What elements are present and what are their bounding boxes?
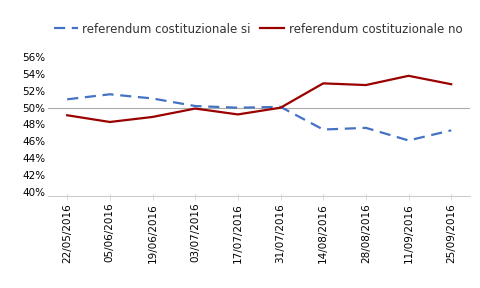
referendum costituzionale no (277, 106, 283, 109)
referendum costituzionale no (235, 113, 241, 116)
referendum costituzionale si (150, 97, 156, 100)
referendum costituzionale no (150, 115, 156, 119)
referendum costituzionale no (448, 82, 454, 86)
referendum costituzionale no (192, 107, 198, 110)
referendum costituzionale si (320, 128, 326, 131)
Legend: referendum costituzionale si, referendum costituzionale no: referendum costituzionale si, referendum… (54, 22, 462, 35)
referendum costituzionale si (406, 139, 411, 142)
Line: referendum costituzionale si: referendum costituzionale si (67, 94, 451, 141)
referendum costituzionale no (363, 83, 369, 87)
referendum costituzionale no (64, 113, 70, 117)
referendum costituzionale no (406, 74, 411, 77)
referendum costituzionale si (64, 98, 70, 101)
referendum costituzionale si (107, 92, 113, 96)
referendum costituzionale si (277, 105, 283, 109)
referendum costituzionale no (320, 82, 326, 85)
referendum costituzionale si (192, 104, 198, 108)
referendum costituzionale si (448, 129, 454, 132)
referendum costituzionale si (235, 106, 241, 109)
referendum costituzionale si (363, 126, 369, 130)
referendum costituzionale no (107, 120, 113, 124)
Line: referendum costituzionale no: referendum costituzionale no (67, 76, 451, 122)
